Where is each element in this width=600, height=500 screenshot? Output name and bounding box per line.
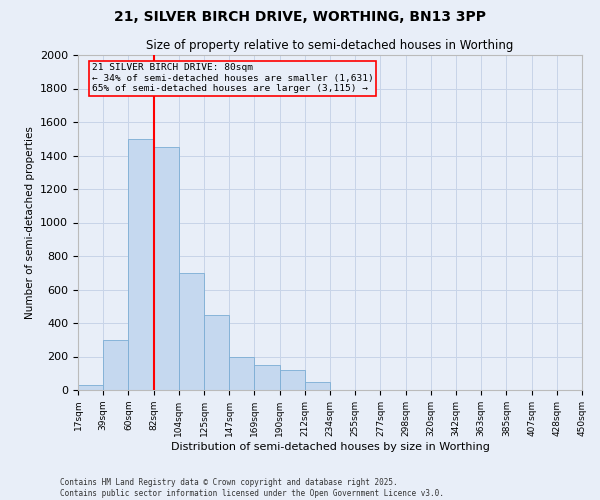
Bar <box>179 273 204 390</box>
Bar <box>103 340 128 390</box>
Bar <box>204 314 229 390</box>
Bar <box>305 382 330 390</box>
Bar <box>280 370 305 390</box>
Text: Contains HM Land Registry data © Crown copyright and database right 2025.
Contai: Contains HM Land Registry data © Crown c… <box>60 478 444 498</box>
Title: Size of property relative to semi-detached houses in Worthing: Size of property relative to semi-detach… <box>146 40 514 52</box>
Bar <box>254 365 280 390</box>
Text: 21 SILVER BIRCH DRIVE: 80sqm
← 34% of semi-detached houses are smaller (1,631)
6: 21 SILVER BIRCH DRIVE: 80sqm ← 34% of se… <box>92 64 374 93</box>
Bar <box>128 138 154 390</box>
X-axis label: Distribution of semi-detached houses by size in Worthing: Distribution of semi-detached houses by … <box>170 442 490 452</box>
Bar <box>229 356 254 390</box>
Y-axis label: Number of semi-detached properties: Number of semi-detached properties <box>25 126 35 319</box>
Bar <box>154 147 179 390</box>
Text: 21, SILVER BIRCH DRIVE, WORTHING, BN13 3PP: 21, SILVER BIRCH DRIVE, WORTHING, BN13 3… <box>114 10 486 24</box>
Bar <box>78 385 103 390</box>
